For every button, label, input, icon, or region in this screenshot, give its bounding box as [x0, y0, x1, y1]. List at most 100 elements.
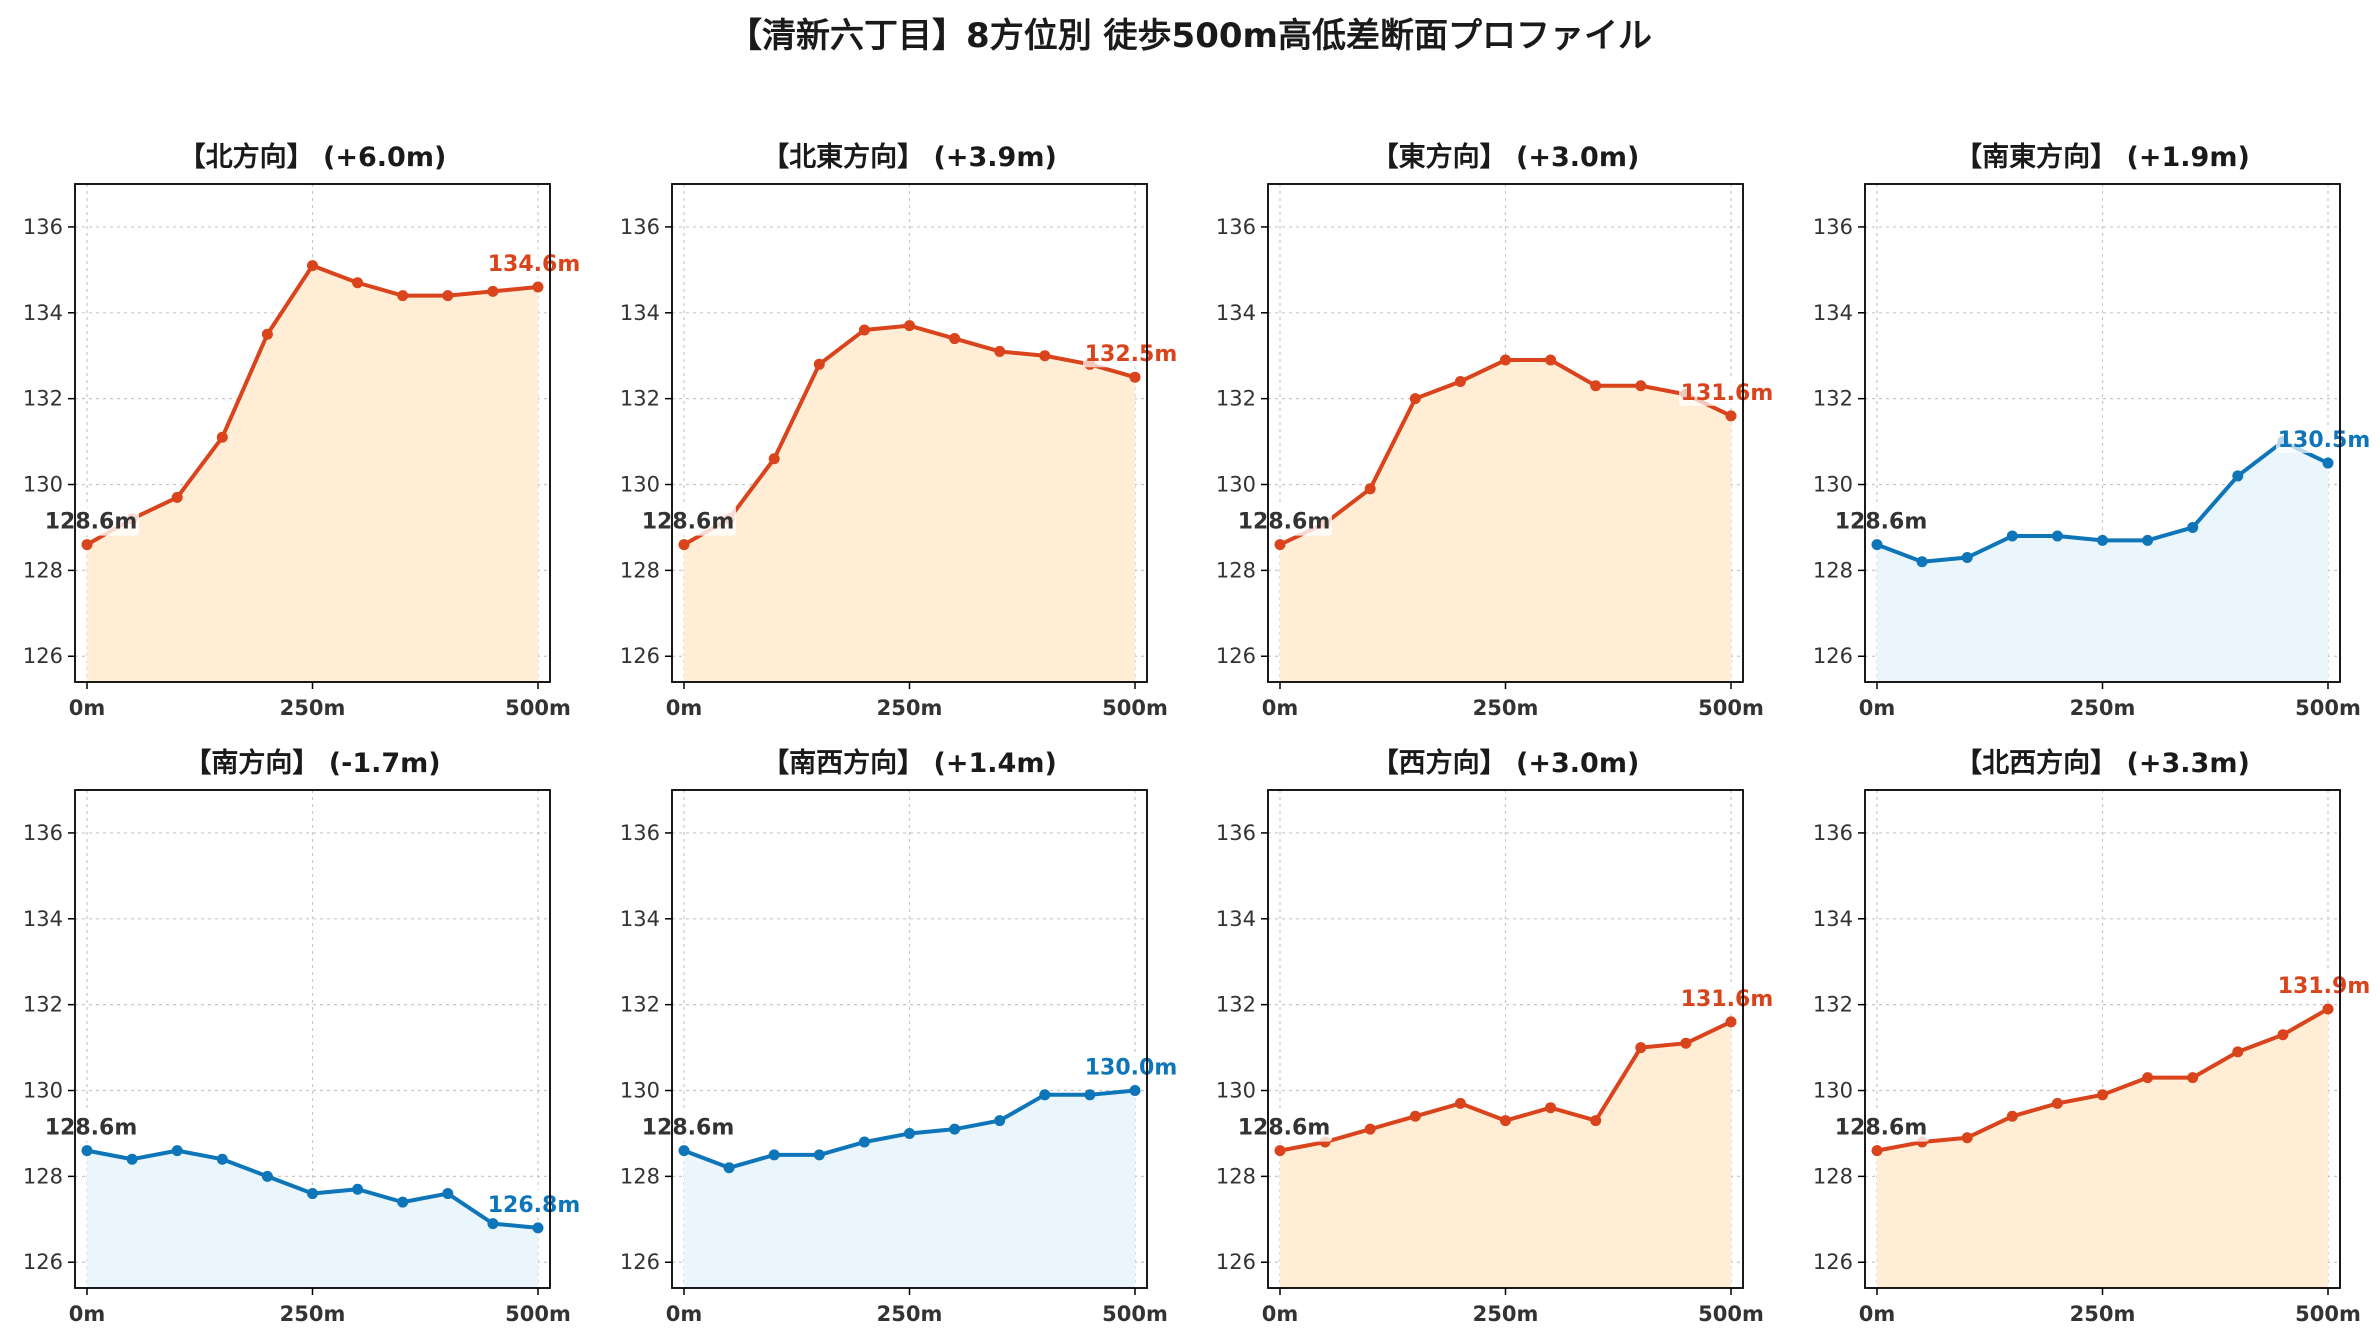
data-point	[2006, 1110, 2018, 1122]
y-tick-label: 126	[1216, 644, 1256, 668]
data-point	[2187, 1072, 2199, 1084]
y-tick-label: 126	[620, 644, 660, 668]
x-tick-label: 500m	[1102, 1302, 1168, 1326]
data-point	[1039, 1089, 1051, 1101]
x-tick-label: 0m	[1859, 1302, 1896, 1326]
y-tick-label: 130	[1813, 1079, 1853, 1103]
panel-title: 【南方向】 (-1.7m)	[184, 747, 440, 779]
y-tick-label: 128	[1216, 558, 1256, 582]
panel-title: 【北西方向】 (+3.3m)	[1955, 747, 2250, 779]
x-tick-label: 250m	[2070, 1302, 2136, 1326]
y-tick-label: 136	[620, 215, 660, 239]
data-point	[2142, 1072, 2154, 1084]
plot-frame	[671, 183, 1148, 683]
y-tick-label: 132	[23, 993, 63, 1017]
data-point	[81, 539, 93, 551]
data-point	[261, 1170, 273, 1182]
end-label: 130.5m	[2278, 428, 2371, 453]
data-point	[768, 453, 780, 465]
end-label-bg	[2276, 425, 2372, 454]
data-point	[2097, 1089, 2108, 1101]
x-tick-label: 500m	[1698, 1302, 1764, 1326]
data-point	[171, 491, 183, 503]
plot-frame	[74, 183, 551, 683]
data-point	[1545, 1102, 1557, 1114]
data-point	[216, 431, 228, 443]
data-point	[1545, 354, 1557, 366]
y-tick-label: 132	[1813, 387, 1853, 411]
y-tick-label: 132	[1216, 993, 1256, 1017]
plot-frame	[1267, 183, 1744, 683]
elevation-area	[1280, 1021, 1731, 1288]
data-point	[2187, 521, 2199, 533]
panel-1: 【北東方向】 (+3.9m) 126 128 130 132 134 136 0m 250m 50…	[620, 141, 1179, 720]
y-tick-label: 134	[1216, 907, 1256, 931]
panel-5: 【南西方向】 (+1.4m) 126 128 130 132 134 136 0m 250m 50…	[620, 747, 1179, 1326]
x-tick-label: 250m	[1473, 1302, 1539, 1326]
data-point	[1274, 539, 1286, 551]
data-point	[216, 1153, 228, 1165]
y-tick-label: 136	[620, 821, 660, 845]
data-point	[2322, 457, 2334, 469]
y-tick-label: 132	[620, 993, 660, 1017]
plot-frame	[1864, 789, 2341, 1289]
x-tick-label: 500m	[2295, 696, 2361, 720]
plot-frame	[1267, 789, 1744, 1289]
panel-title: 【北方向】 (+6.0m)	[179, 141, 447, 173]
y-tick-label: 130	[620, 1079, 660, 1103]
data-point	[1635, 1042, 1647, 1054]
end-label: 131.6m	[1681, 381, 1774, 406]
data-point	[2232, 1046, 2244, 1058]
x-tick-label: 500m	[1698, 696, 1764, 720]
x-tick-label: 500m	[505, 1302, 571, 1326]
start-label-bg	[1236, 1111, 1332, 1142]
data-point	[904, 320, 915, 332]
plot-frame	[1864, 183, 2341, 683]
y-tick-label: 132	[620, 387, 660, 411]
data-point	[352, 1183, 364, 1195]
end-label-bg	[2276, 970, 2372, 999]
x-tick-label: 500m	[505, 696, 571, 720]
data-point	[1500, 1115, 1511, 1127]
y-tick-label: 130	[23, 473, 63, 497]
y-tick-label: 130	[1216, 473, 1256, 497]
end-label: 126.8m	[488, 1193, 581, 1218]
start-label-bg	[43, 1111, 139, 1142]
start-label-bg	[640, 1111, 736, 1142]
x-tick-label: 0m	[666, 1302, 703, 1326]
data-point	[442, 1188, 454, 1200]
y-tick-label: 136	[1813, 215, 1853, 239]
data-point	[1680, 1037, 1692, 1049]
y-tick-label: 128	[1813, 558, 1853, 582]
y-tick-label: 134	[620, 301, 660, 325]
panel-title: 【南西方向】 (+1.4m)	[762, 747, 1057, 779]
data-point	[532, 1222, 544, 1234]
x-tick-label: 250m	[877, 1302, 943, 1326]
data-point	[949, 333, 961, 345]
end-label: 131.6m	[1681, 987, 1774, 1012]
data-point	[2322, 1003, 2334, 1015]
end-label-bg	[1679, 377, 1775, 406]
start-label-bg	[1236, 505, 1332, 536]
data-point	[352, 277, 364, 289]
elevation-area	[87, 1150, 538, 1288]
x-tick-label: 500m	[2295, 1302, 2361, 1326]
x-tick-label: 250m	[2070, 696, 2136, 720]
data-point	[1871, 539, 1883, 551]
end-label-bg	[486, 1189, 582, 1218]
data-point	[171, 1145, 183, 1157]
y-tick-label: 136	[1813, 821, 1853, 845]
data-point	[307, 260, 318, 272]
data-point	[2142, 534, 2154, 546]
panel-7: 【北西方向】 (+3.3m) 126 128 130 132 134 136 0m 250m 50…	[1813, 747, 2372, 1326]
end-label: 134.6m	[488, 252, 581, 277]
y-tick-label: 126	[1813, 1250, 1853, 1274]
data-point	[1129, 371, 1141, 383]
x-tick-label: 0m	[1859, 696, 1896, 720]
x-tick-label: 250m	[877, 696, 943, 720]
data-point	[1500, 354, 1511, 366]
data-point	[1635, 380, 1647, 392]
start-label-bg	[1833, 505, 1929, 536]
page-title: 【清新六丁目】8方位別 徒歩500m高低差断面プロファイル	[728, 16, 1652, 56]
